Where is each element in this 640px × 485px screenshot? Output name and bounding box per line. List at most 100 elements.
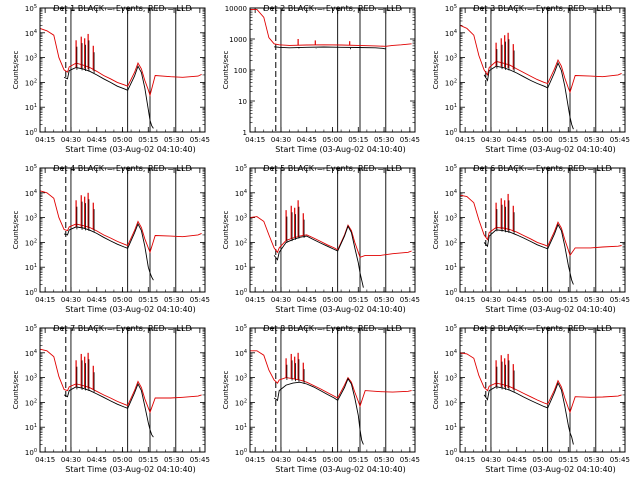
x-tick-label: 05:45 [610,456,630,464]
x-tick-label: 05:00 [322,296,342,304]
detector-panel-4: Det 4 BLACK = Events, RED = LLDCounts/se… [12,164,210,314]
plot-frame [249,167,416,293]
marker-flag [385,9,390,14]
y-tick-label: 102 [445,78,457,87]
y-tick-label: 100 [25,288,37,297]
y-axis-label: Counts/sec [222,211,230,250]
y-tick-label: 104 [25,189,37,198]
x-tick-label: 04:45 [297,456,317,464]
y-tick-label: 104 [445,189,457,198]
marker-flag [569,329,574,334]
y-tick-label: 100 [235,448,247,457]
y-axis-label: Counts/sec [12,371,20,410]
y-tick-label: 101 [235,423,247,432]
lld-series-line [459,194,622,257]
marker-flag [385,329,390,334]
y-tick-label: 102 [235,398,247,407]
y-tick-label: 105 [25,324,37,333]
x-axis-label: Start Time (03-Aug-02 04:10:40) [65,465,196,474]
y-tick-label: 100 [445,128,457,137]
x-tick-label: 05:30 [584,456,604,464]
plot-frame [459,7,626,133]
x-tick-label: 05:00 [532,136,552,144]
x-tick-label: 05:15 [138,136,158,144]
marker-flag [70,329,75,334]
detector-panel-3: Det 3 BLACK = Events, RED = LLDCounts/se… [432,4,630,154]
y-tick-label: 104 [445,29,457,38]
y-tick-label: 101 [445,423,457,432]
y-tick-label: 100 [25,128,37,137]
lld-series-line [39,27,202,98]
events-series-line [63,222,154,281]
y-tick-label: 102 [445,238,457,247]
marker-flag [149,169,154,174]
lld-series-line [249,216,412,258]
marker-flag [547,329,552,334]
x-tick-label: 04:45 [87,296,107,304]
x-tick-label: 04:45 [87,136,107,144]
x-axis-label: Start Time (03-Aug-02 04:10:40) [275,145,406,154]
detector-panel-9: Det 9 BLACK = Events, RED = LLDCounts/se… [432,324,630,474]
x-tick-label: 05:45 [400,136,420,144]
marker-flag [70,9,75,14]
marker-flag [569,169,574,174]
plot-frame [249,7,416,133]
events-series-line [274,46,386,50]
x-tick-label: 04:15 [245,296,265,304]
y-tick-label: 105 [445,4,457,13]
marker-flag [175,329,180,334]
y-axis-label: Counts/sec [432,51,440,90]
y-tick-label: 1 [243,129,247,137]
marker-flag [359,9,364,14]
marker-flag [359,329,364,334]
y-tick-label: 105 [445,324,457,333]
y-tick-label: 10 [238,98,247,106]
detector-panel-2: Det 2 BLACK = Events, RED = LLDCounts/se… [222,4,420,154]
x-axis-label: Start Time (03-Aug-02 04:10:40) [65,305,196,314]
plot-frame [459,167,626,293]
y-tick-label: 103 [25,54,37,63]
y-tick-label: 102 [25,78,37,87]
y-axis-label: Counts/sec [222,51,230,90]
x-tick-label: 05:45 [400,296,420,304]
y-tick-label: 100 [235,288,247,297]
x-axis-label: Start Time (03-Aug-02 04:10:40) [485,305,616,314]
x-tick-label: 05:30 [584,136,604,144]
x-tick-label: 05:00 [322,456,342,464]
x-tick-label: 05:00 [322,136,342,144]
x-tick-label: 05:30 [374,456,394,464]
x-tick-label: 05:00 [112,456,132,464]
y-tick-label: 101 [445,263,457,272]
marker-flag [595,329,600,334]
x-tick-label: 04:30 [271,296,291,304]
x-tick-label: 04:45 [297,136,317,144]
detector-panel-8: Det 8 BLACK = Events, RED = LLDCounts/se… [222,324,420,474]
y-tick-label: 105 [235,324,247,333]
x-tick-label: 05:15 [138,456,158,464]
y-tick-label: 103 [25,374,37,383]
y-tick-label: 104 [235,349,247,358]
marker-flag [127,9,132,14]
marker-flag [337,329,342,334]
marker-flag [490,329,495,334]
x-tick-label: 04:15 [35,456,55,464]
plot-frame [39,167,206,293]
x-tick-label: 05:45 [610,136,630,144]
y-tick-label: 1000 [229,36,247,44]
x-tick-label: 05:45 [190,296,210,304]
y-tick-label: 102 [235,238,247,247]
x-axis-label: Start Time (03-Aug-02 04:10:40) [485,465,616,474]
events-series-line [483,223,574,285]
y-tick-label: 102 [445,398,457,407]
y-tick-label: 102 [25,398,37,407]
x-tick-label: 04:30 [271,136,291,144]
y-tick-label: 103 [235,374,247,383]
detector-panel-7: Det 7 BLACK = Events, RED = LLDCounts/se… [12,324,210,474]
y-axis-label: Counts/sec [222,371,230,410]
y-tick-label: 100 [25,448,37,457]
x-tick-label: 05:30 [374,136,394,144]
x-tick-label: 04:15 [455,136,475,144]
plot-frame [39,327,206,453]
lld-series-line [250,8,412,47]
